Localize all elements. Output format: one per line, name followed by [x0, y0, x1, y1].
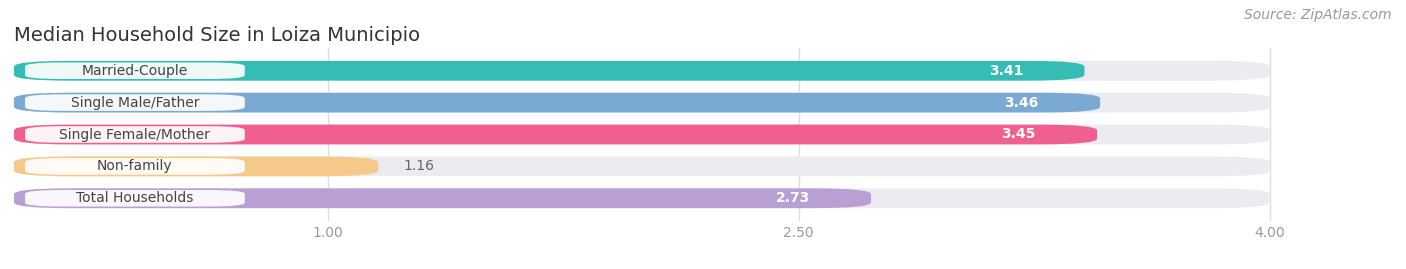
- Text: 3.41: 3.41: [988, 64, 1024, 78]
- Text: Median Household Size in Loiza Municipio: Median Household Size in Loiza Municipio: [14, 26, 420, 45]
- Text: 3.45: 3.45: [1001, 128, 1036, 141]
- FancyBboxPatch shape: [25, 190, 245, 207]
- FancyBboxPatch shape: [14, 125, 1097, 144]
- FancyBboxPatch shape: [14, 157, 378, 176]
- FancyBboxPatch shape: [25, 94, 245, 111]
- Text: Single Female/Mother: Single Female/Mother: [59, 128, 211, 141]
- FancyBboxPatch shape: [14, 61, 1270, 81]
- FancyBboxPatch shape: [14, 61, 1084, 81]
- FancyBboxPatch shape: [14, 93, 1099, 112]
- Text: Married-Couple: Married-Couple: [82, 64, 188, 78]
- FancyBboxPatch shape: [25, 158, 245, 175]
- FancyBboxPatch shape: [14, 93, 1270, 112]
- FancyBboxPatch shape: [14, 188, 870, 208]
- FancyBboxPatch shape: [14, 125, 1270, 144]
- FancyBboxPatch shape: [25, 62, 245, 79]
- Text: Total Households: Total Households: [76, 191, 194, 205]
- Text: Single Male/Father: Single Male/Father: [70, 95, 200, 110]
- FancyBboxPatch shape: [25, 126, 245, 143]
- Text: Source: ZipAtlas.com: Source: ZipAtlas.com: [1244, 8, 1392, 22]
- Text: 1.16: 1.16: [404, 159, 434, 174]
- Text: Non-family: Non-family: [97, 159, 173, 174]
- FancyBboxPatch shape: [14, 157, 1270, 176]
- Text: 2.73: 2.73: [775, 191, 810, 205]
- Text: 3.46: 3.46: [1004, 95, 1039, 110]
- FancyBboxPatch shape: [14, 188, 1270, 208]
